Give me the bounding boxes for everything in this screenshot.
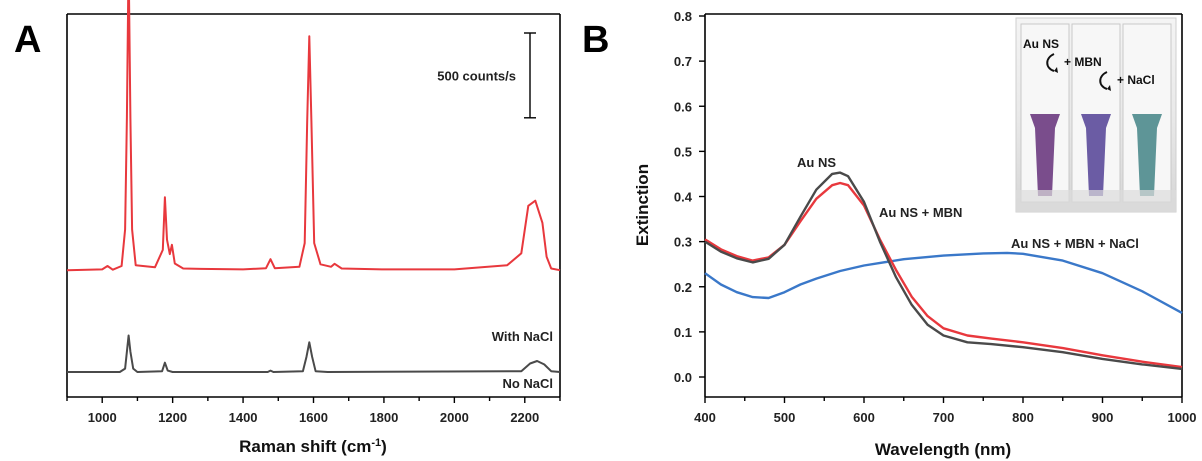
ext-y-tick-label: 0.7 [674,54,692,69]
annotation-au-ns-mbn: Au NS + MBN [879,205,962,220]
raman-x-tick-label: 1800 [369,410,398,425]
ext-x-tick-label: 900 [1092,410,1114,425]
extinction-chart: 400 500 600 700 800 900 1000 0.0 0.1 0.2 0.3 0.4 0.5… [633,9,1196,459]
raman-series-line-no-nacl [67,334,561,373]
inset-label-au-ns: Au NS [1023,37,1059,51]
raman-x-tick-label: 1400 [229,410,258,425]
raman-chart: 1000 1200 1400 1600 1800 2000 2200 500 counts/… [66,0,561,456]
raman-x-tick-label: 1200 [158,410,187,425]
ext-y-tick-label: 0.1 [674,325,692,340]
cuvette-2 [1071,23,1121,203]
ext-x-tick-label: 500 [774,410,796,425]
cuvette-1 [1020,23,1070,203]
raman-x-label: Raman shift (cm-1) [239,437,387,456]
ext-y-tick-label: 0.4 [674,190,693,205]
panel-a-letter: A [14,19,41,61]
raman-x-tick-label: 2000 [440,410,469,425]
raman-series [66,0,561,373]
curved-arrow-icon [1046,53,1055,72]
curved-arrow-icon [1099,71,1108,90]
cuvette-3-liquid [1132,114,1162,196]
raman-x-tick-label: 1000 [88,410,117,425]
cuvette-2-liquid [1081,114,1111,196]
raman-x-tick-label: 1600 [299,410,328,425]
raman-scale-bar: 500 counts/s [437,32,536,119]
raman-x-ticks: 1000 1200 1400 1600 1800 2000 2200 [66,397,561,425]
ext-x-tick-label: 400 [694,410,716,425]
ext-y-tick-label: 0.3 [674,235,692,250]
inset-base [1016,190,1176,212]
scale-bar-label: 500 counts/s [437,68,516,83]
cuvette-photo-inset: Au NS + MBN + NaCl [1015,17,1177,213]
cuvette-1-liquid [1030,114,1060,196]
ext-x-tick-label: 800 [1012,410,1034,425]
ext-y-tick-label: 0.2 [674,280,692,295]
ext-x-tick-label: 700 [933,410,955,425]
ext-y-tick-label: 0.8 [674,9,692,24]
ext-y-tick-label: 0.6 [674,99,692,114]
ext-series-line-au-ns-mbn-nacl [704,251,1183,314]
arrow-head-icon [1054,67,1058,73]
ext-y-tick-label: 0.5 [674,144,692,159]
ext-x-tick-label: 1000 [1168,410,1197,425]
inset-label-nacl: + NaCl [1117,73,1155,87]
annotation-au-ns-mbn-nacl: Au NS + MBN + NaCl [1011,236,1139,251]
ext-ticks: 400 500 600 700 800 900 1000 0.0 0.1 0.2 0.3 0.4 0.5… [674,9,1197,425]
ext-x-tick-label: 600 [853,410,875,425]
arrow-head-icon [1107,85,1111,91]
annotation-with-nacl: With NaCl [492,329,553,344]
inset-label-mbn: + MBN [1064,55,1102,69]
annotation-au-ns: Au NS [797,155,836,170]
cuvette-3 [1122,23,1172,203]
annotation-no-nacl: No NaCl [502,376,553,391]
ext-series [704,171,1183,371]
ext-x-label: Wavelength (nm) [875,440,1011,459]
ext-y-label: Extinction [633,164,652,246]
raman-series-line-with-nacl [66,0,561,272]
ext-series-line-au-ns [704,171,1183,371]
panel-b-letter: B [582,19,609,61]
ext-y-tick-label: 0.0 [674,370,692,385]
raman-x-tick-label: 2200 [510,410,539,425]
